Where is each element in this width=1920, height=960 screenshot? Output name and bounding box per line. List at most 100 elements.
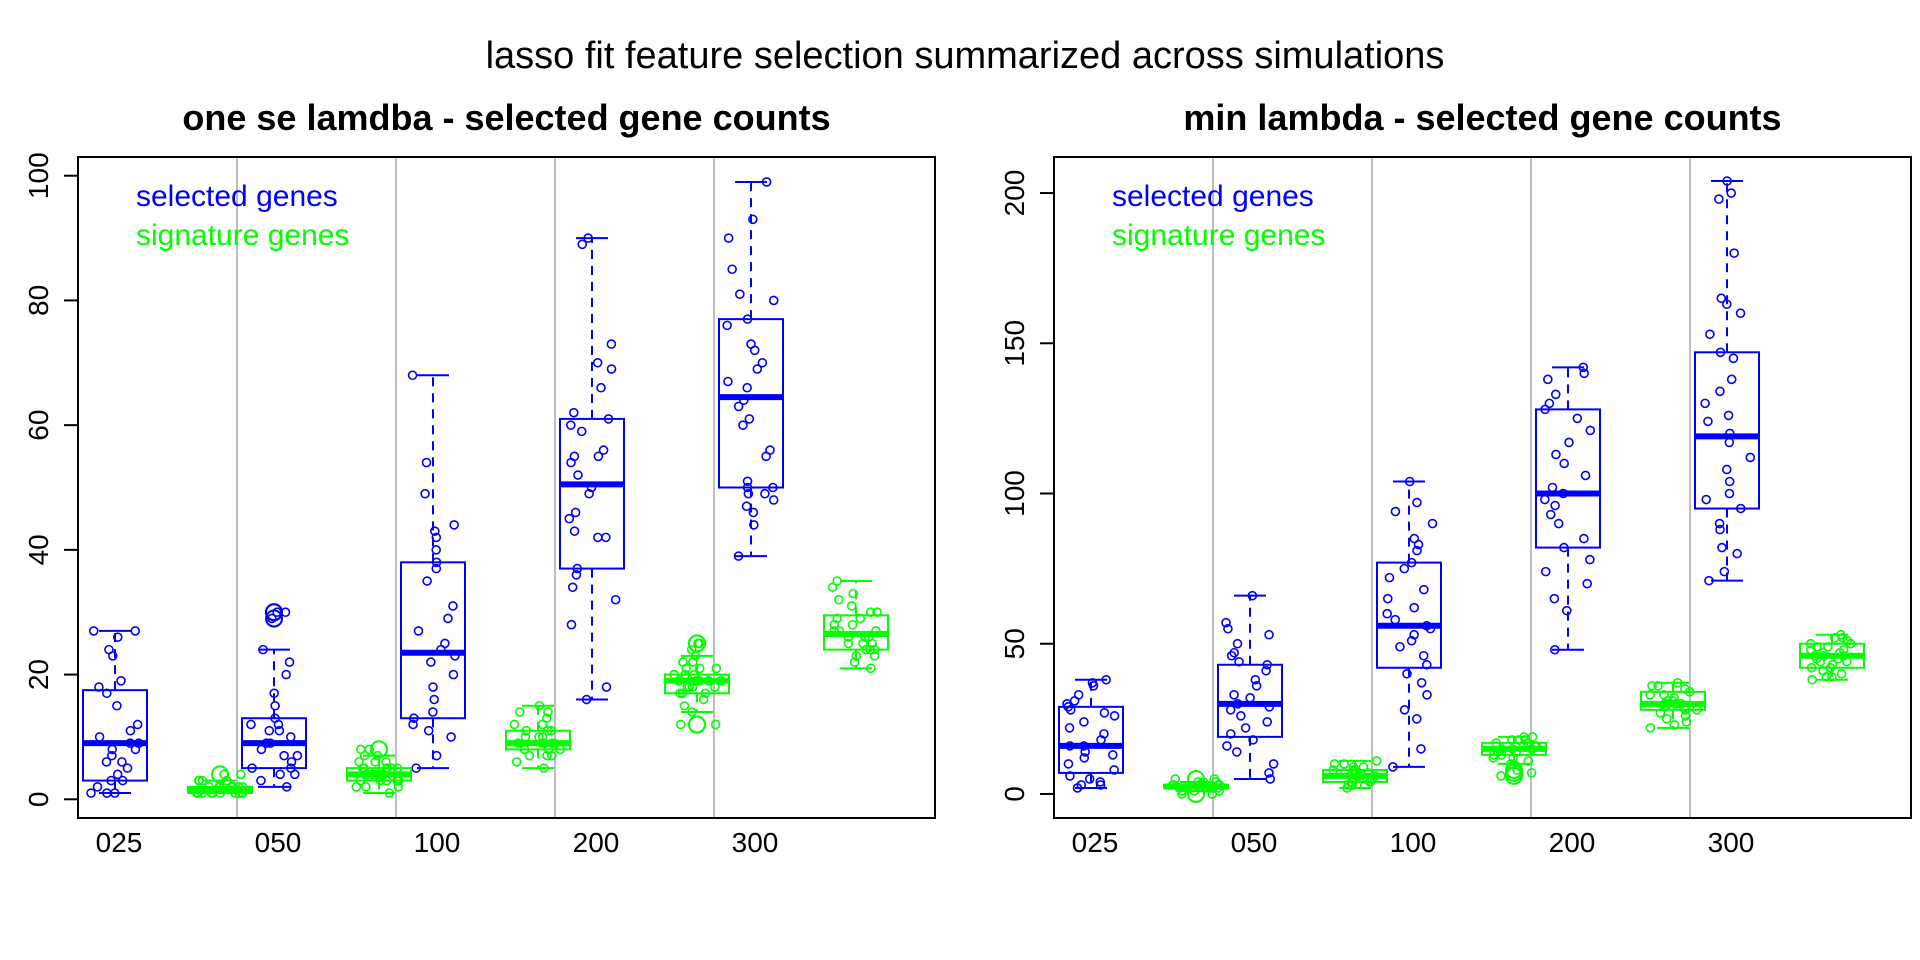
- data-point: [566, 420, 576, 430]
- data-point: [361, 769, 372, 780]
- box-signature-genes-100: [505, 700, 571, 773]
- data-point: [101, 757, 112, 767]
- data-point: [1384, 572, 1395, 583]
- figure-title: lasso fit feature selection summarized a…: [486, 35, 1445, 77]
- data-point: [1549, 593, 1560, 604]
- data-point: [1506, 759, 1516, 769]
- data-point: [193, 788, 203, 798]
- outlier-point: [370, 740, 388, 759]
- x-tick-label: 025: [96, 827, 143, 858]
- data-point: [749, 345, 760, 356]
- data-point: [1660, 702, 1671, 712]
- data-point: [1497, 750, 1507, 760]
- data-point: [1412, 545, 1422, 556]
- data-point: [752, 364, 763, 374]
- data-point: [387, 763, 397, 773]
- data-point: [520, 732, 531, 742]
- data-point: [1821, 671, 1832, 682]
- box-selected-genes-025: [1058, 674, 1124, 793]
- data-point: [1422, 690, 1432, 700]
- data-point: [694, 676, 705, 686]
- data-point: [92, 782, 103, 792]
- data-point: [367, 769, 378, 780]
- box-signature-genes-300: [823, 576, 889, 674]
- data-point: [867, 638, 877, 649]
- data-point: [1722, 464, 1732, 475]
- data-point: [112, 700, 122, 711]
- box-selected-genes-050: [1217, 590, 1283, 784]
- data-point: [1329, 759, 1340, 769]
- data-point: [743, 488, 754, 499]
- data-point: [112, 769, 123, 780]
- data-point: [1714, 194, 1724, 204]
- data-point: [1669, 720, 1680, 730]
- data-point: [1265, 774, 1276, 784]
- data-point: [361, 782, 371, 792]
- data-point: [281, 782, 292, 792]
- data-point: [1388, 762, 1398, 772]
- data-point: [537, 738, 547, 748]
- x-tick-label: 100: [1390, 827, 1437, 858]
- data-point: [698, 694, 709, 705]
- data-point: [420, 488, 430, 499]
- data-point: [673, 676, 684, 686]
- data-point: [1412, 497, 1422, 508]
- data-point: [1705, 329, 1715, 340]
- data-point: [509, 719, 520, 730]
- data-point: [1645, 690, 1655, 700]
- data-point: [1231, 747, 1242, 757]
- data-point: [112, 632, 123, 642]
- data-point: [576, 426, 587, 437]
- data-point: [513, 738, 523, 748]
- y-tick-label: 200: [999, 170, 1030, 217]
- data-point: [851, 651, 862, 661]
- data-point: [1726, 188, 1737, 198]
- data-point: [1084, 774, 1095, 784]
- data-point: [1523, 756, 1534, 766]
- data-point: [1063, 759, 1074, 769]
- data-point: [381, 757, 391, 767]
- data-point: [1691, 705, 1702, 715]
- data-point: [107, 750, 117, 761]
- data-point: [566, 457, 576, 468]
- data-point: [1207, 789, 1218, 799]
- data-point: [269, 688, 279, 699]
- data-point: [749, 520, 759, 530]
- data-point: [829, 626, 839, 636]
- data-point: [872, 607, 882, 618]
- data-point: [1382, 593, 1393, 604]
- data-point: [1177, 789, 1187, 799]
- data-point: [1662, 696, 1673, 706]
- data-point: [1079, 741, 1089, 751]
- data-point: [1262, 717, 1273, 727]
- data-point: [1371, 756, 1382, 766]
- data-point: [370, 757, 381, 767]
- box-iqr: [664, 673, 730, 695]
- data-point: [393, 775, 404, 786]
- data-point: [543, 707, 553, 717]
- data-point: [109, 788, 120, 798]
- data-point: [606, 364, 617, 374]
- data-point: [834, 626, 844, 636]
- data-point: [1715, 524, 1725, 535]
- data-point: [676, 719, 686, 730]
- data-point: [359, 750, 370, 761]
- data-point: [687, 707, 697, 717]
- data-point: [738, 420, 748, 430]
- data-point: [534, 700, 545, 711]
- box-iqr: [1694, 351, 1760, 510]
- data-point: [1507, 735, 1517, 745]
- box-selected-genes-200: [559, 233, 625, 705]
- data-point: [566, 619, 577, 630]
- x-tick-label: 025: [1072, 827, 1119, 858]
- data-point: [547, 750, 557, 761]
- data-point: [748, 214, 758, 225]
- data-point: [1347, 780, 1357, 790]
- data-point: [744, 414, 755, 424]
- data-point: [1488, 753, 1499, 763]
- data-point: [94, 732, 105, 742]
- data-point: [1109, 765, 1119, 775]
- data-point: [592, 357, 603, 368]
- data-point: [1425, 623, 1436, 634]
- data-point: [511, 757, 522, 767]
